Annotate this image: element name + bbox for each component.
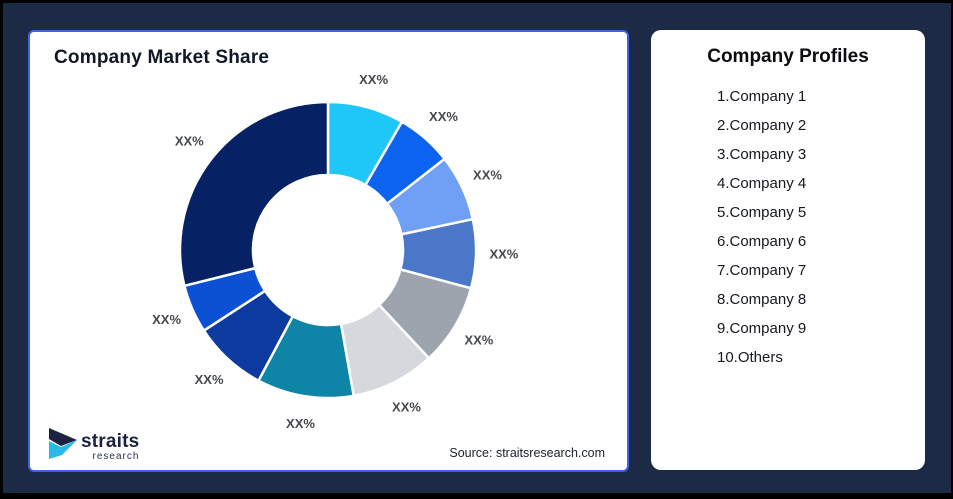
donut-slice xyxy=(178,100,330,288)
straits-logo-icon xyxy=(49,428,77,459)
logo-name: straits xyxy=(81,431,140,452)
source-note: Source: straitsresearch.com xyxy=(449,446,605,460)
slice-label: XX% xyxy=(359,72,388,87)
company-list-item: 6.Company 6 xyxy=(717,233,807,250)
donut-chart: XX% XX% XX% XX% XX% XX% XX% XX% XX% XX% xyxy=(152,72,519,431)
company-list-item: 3.Company 3 xyxy=(717,146,807,163)
company-list-item: 1.Company 1 xyxy=(717,88,807,105)
company-list: 1.Company 1 2.Company 2 3.Company 3 4.Compa… xyxy=(651,82,925,372)
logo-subtitle: research xyxy=(92,451,140,462)
company-list-item: 9.Company 9 xyxy=(717,320,807,337)
chart-title: Company Market Share xyxy=(54,47,270,68)
slice-label: XX% xyxy=(429,109,458,124)
logo-text: straits research xyxy=(81,426,139,462)
company-list-item: 7.Company 7 xyxy=(717,262,807,279)
slice-label: XX% xyxy=(392,400,421,415)
slice-label: XX% xyxy=(286,416,315,431)
slice-label: XX% xyxy=(489,247,518,262)
company-profiles-card: Company Profiles 1.Company 1 2.Company 2 3… xyxy=(651,30,925,470)
company-list-item: 4.Company 4 xyxy=(717,175,807,192)
slice-label: XX% xyxy=(175,134,204,149)
company-list-item: 10.Others xyxy=(717,349,783,366)
company-list-item: 5.Company 5 xyxy=(717,204,807,221)
profiles-title: Company Profiles xyxy=(707,46,869,67)
market-share-card: XX% XX% XX% XX% XX% XX% XX% XX% XX% XX% Company M… xyxy=(28,30,629,472)
slice-label: XX% xyxy=(473,168,502,183)
straits-research-logo: straits research xyxy=(48,426,139,462)
company-list-item: 2.Company 2 xyxy=(717,117,807,134)
slice-label: XX% xyxy=(152,312,181,327)
slice-label: XX% xyxy=(464,333,493,348)
company-list-item: 8.Company 8 xyxy=(717,291,807,308)
slice-label: XX% xyxy=(195,372,224,387)
